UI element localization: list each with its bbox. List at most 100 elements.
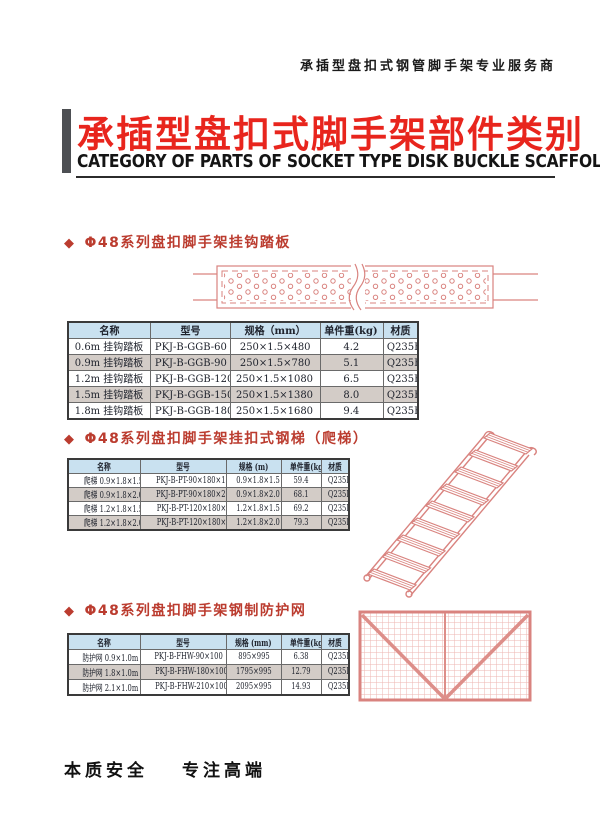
table-cell: 爬梯 1.2×1.8×1.5m xyxy=(67,501,141,516)
table-row: 爬梯 1.2×1.8×2.0mPKJ-B-PT-120×180×2001.2×1… xyxy=(67,515,350,531)
table-cell: 0.9m 挂钩踏板 xyxy=(67,354,151,371)
table-cell: 1.2×1.8×2.0 xyxy=(225,515,282,531)
table-cell: PKJ-B-GGB-90 xyxy=(149,354,231,371)
page-subtitle: CATEGORY OF PARTS OF SOCKET TYPE DISK BU… xyxy=(77,151,600,172)
tread-plate-drawing xyxy=(193,263,538,311)
table-cell: 0.9×1.8×2.0 xyxy=(225,487,282,502)
table-row: 爬梯 1.2×1.8×1.5mPKJ-B-PT-120×180×1501.2×1… xyxy=(67,501,350,516)
table-cell: PKJ-B-GGB-60 xyxy=(149,338,231,355)
column-header: 材质 xyxy=(382,321,419,339)
table-row: 爬梯 0.9×1.8×1.5mPKJ-B-PT-90×180×1500.9×1.… xyxy=(67,473,350,488)
table-cell: PKJ-B-GGB-150 xyxy=(149,386,231,403)
table-cell: 8.0 xyxy=(319,386,384,403)
section-title-label: Φ48系列盘扣脚手架挂扣式钢梯（爬梯） xyxy=(84,431,369,447)
table-cell: PKJ-B-PT-90×180×200 xyxy=(139,487,227,502)
table-cell: 爬梯 1.2×1.8×2.0m xyxy=(67,515,141,531)
section-title-steel-ladder: ◆ Φ48系列盘扣脚手架挂扣式钢梯（爬梯） xyxy=(64,428,368,448)
table-row: 1.8m 挂钩踏板 PKJ-B-GGB-180 250×1.5×1680 9.4 Q23… xyxy=(67,402,419,420)
table-cell: 防护网 0.9×1.0m xyxy=(67,649,141,665)
protective-mesh-drawing xyxy=(358,610,532,702)
table-cell: Q235B xyxy=(382,386,419,403)
table-cell: 2095×995 xyxy=(225,679,282,696)
table-cell: PKJ-B-PT-120×180×150 xyxy=(139,501,227,516)
table-cell: 6.5 xyxy=(319,370,384,387)
table-header-row: 名称 型号 规格（mm） 单件重(kg) 材质 xyxy=(67,321,419,339)
table-cell: PKJ-B-PT-120×180×200 xyxy=(139,515,227,531)
table-cell: 14.93 xyxy=(280,679,322,696)
banner-left-bar xyxy=(62,109,71,173)
table-cell: 9.4 xyxy=(319,402,384,420)
table-cell: PKJ-B-PT-90×180×150 xyxy=(139,473,227,488)
column-header: 规格 (m) xyxy=(225,458,282,474)
diamond-bullet-icon: ◆ xyxy=(64,604,76,619)
table-cell: PKJ-B-FHW-180×100 xyxy=(139,664,227,680)
table-cell: Q235B xyxy=(320,679,350,696)
table-cell: Q235B xyxy=(382,338,419,355)
table-cell: 1.5m 挂钩踏板 xyxy=(67,386,151,403)
column-header: 型号 xyxy=(149,321,231,339)
table-cell: Q235B xyxy=(382,402,419,420)
table-cell: 250×1.5×1680 xyxy=(229,402,321,420)
table-cell: 爬梯 0.9×1.8×2.0m xyxy=(67,487,141,502)
table-cell: 79.3 xyxy=(280,515,322,531)
column-header: 名称 xyxy=(67,633,141,650)
column-header: 单件重(kg) xyxy=(280,633,322,650)
column-header: 规格 (mm) xyxy=(225,633,282,650)
table-row: 1.2m 挂钩踏板 PKJ-B-GGB-120 250×1.5×1080 6.5 Q23… xyxy=(67,370,419,387)
table-cell: 爬梯 0.9×1.8×1.5m xyxy=(67,473,141,488)
table-row: 0.9m 挂钩踏板 PKJ-B-GGB-90 250×1.5×780 5.1 Q235B xyxy=(67,354,419,371)
column-header: 型号 xyxy=(139,633,227,650)
table-cell: 1795×995 xyxy=(225,664,282,680)
table-row: 1.5m 挂钩踏板 PKJ-B-GGB-150 250×1.5×1380 8.0 Q23… xyxy=(67,386,419,403)
steel-ladder-drawing xyxy=(363,430,537,598)
table-cell: 6.38 xyxy=(280,649,322,665)
diamond-bullet-icon: ◆ xyxy=(64,432,76,447)
column-header: 单件重(kg) xyxy=(280,458,322,474)
table-cell: 68.1 xyxy=(280,487,322,502)
table-cell: 59.4 xyxy=(280,473,322,488)
table-cell: 1.2×1.8×1.5 xyxy=(225,501,282,516)
top-header-text: 承插型盘扣式钢管脚手架专业服务商 xyxy=(299,59,556,74)
column-header: 材质 xyxy=(320,458,350,474)
column-header: 材质 xyxy=(320,633,350,650)
table-cell: 0.6m 挂钩踏板 xyxy=(67,338,151,355)
slogan-left: 本质安全 xyxy=(64,761,148,781)
table-cell: 12.79 xyxy=(280,664,322,680)
table-row: 0.6m 挂钩踏板 PKJ-B-GGB-60 250×1.5×480 4.2 Q235B xyxy=(67,338,419,355)
diamond-bullet-icon: ◆ xyxy=(64,236,76,251)
column-header: 名称 xyxy=(67,458,141,474)
table-cell: PKJ-B-GGB-180 xyxy=(149,402,231,420)
table-cell: Q235B xyxy=(320,664,350,680)
table-row: 防护网 1.8×1.0m PKJ-B-FHW-180×100 1795×995 12.… xyxy=(67,664,350,680)
table-cell: 895×995 xyxy=(225,649,282,665)
table-cell: PKJ-B-FHW-210×100 xyxy=(139,679,227,696)
section-title-tread-plate: ◆ Φ48系列盘扣脚手架挂钩踏板 xyxy=(64,232,291,252)
table-cell: Q235B xyxy=(382,370,419,387)
column-header: 型号 xyxy=(139,458,227,474)
section-title-label: Φ48系列盘扣脚手架挂钩踏板 xyxy=(84,235,291,251)
table-cell: 0.9×1.8×1.5 xyxy=(225,473,282,488)
table-cell: PKJ-B-GGB-120 xyxy=(149,370,231,387)
table-cell: Q235B xyxy=(320,473,350,488)
table-cell: Q235B xyxy=(320,487,350,502)
table-row: 防护网 0.9×1.0m PKJ-B-FHW-90×100 895×995 6.38 Q… xyxy=(67,649,350,665)
section-title-label: Φ48系列盘扣脚手架钢制防护网 xyxy=(84,603,307,619)
table-cell: 4.2 xyxy=(319,338,384,355)
table-cell: 1.8m 挂钩踏板 xyxy=(67,402,151,420)
table-cell: Q235B xyxy=(320,515,350,531)
table-cell: 防护网 1.8×1.0m xyxy=(67,664,141,680)
footer-slogan: 本质安全 专注高端 xyxy=(64,756,266,781)
table-cell: 250×1.5×1380 xyxy=(229,386,321,403)
table-cell: 5.1 xyxy=(319,354,384,371)
tread-plate-table: 名称 型号 规格（mm） 单件重(kg) 材质 0.6m 挂钩踏板 PKJ-B-GGB-6… xyxy=(67,321,419,420)
table-cell: Q235B xyxy=(320,649,350,665)
banner-underline xyxy=(76,176,555,178)
table-row: 防护网 2.1×1.0m PKJ-B-FHW-210×100 2095×995 14.… xyxy=(67,679,350,696)
table-cell: Q235B xyxy=(320,501,350,516)
page-title: 承插型盘扣式脚手架部件类别 xyxy=(77,113,584,156)
